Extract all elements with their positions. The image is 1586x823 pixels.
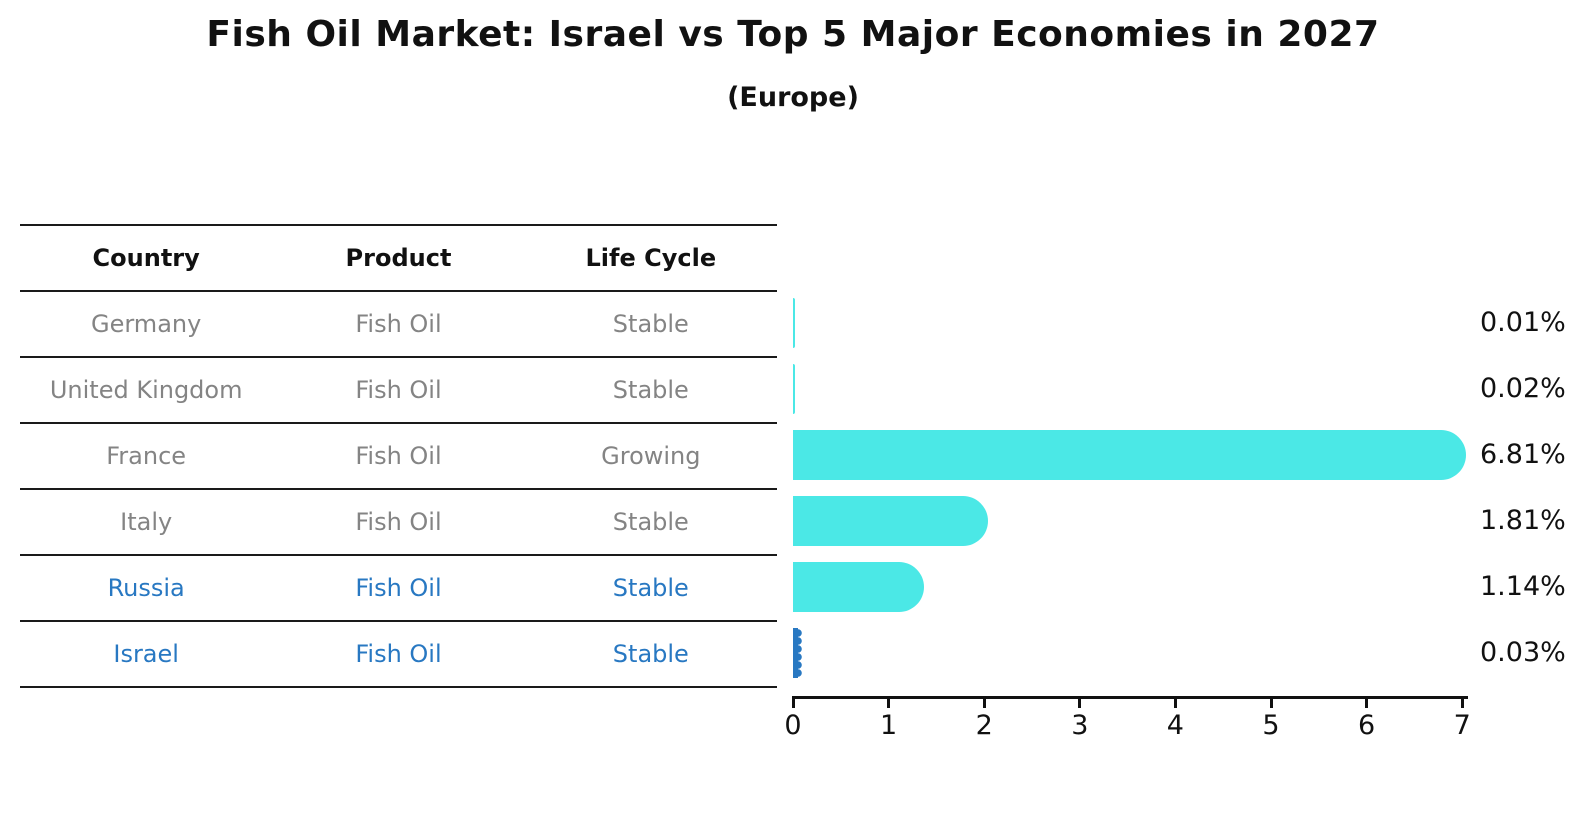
- x-tick-label: 1: [880, 710, 898, 741]
- value-label-russia: 1.14%: [1480, 571, 1566, 602]
- x-tick-label: 6: [1358, 710, 1376, 741]
- table-row-italy: Italy Fish Oil Stable: [20, 488, 777, 554]
- table-cell-product: Fish Oil: [355, 574, 442, 602]
- table-cell-product: Fish Oil: [355, 310, 442, 338]
- x-tick: [887, 699, 891, 708]
- table-cell-product: Fish Oil: [355, 376, 442, 404]
- x-tick: [1173, 699, 1177, 708]
- value-label-united-kingdom: 0.02%: [1480, 373, 1566, 404]
- x-tick: [982, 699, 986, 708]
- table-row-germany: Germany Fish Oil Stable: [20, 290, 777, 356]
- value-label-france: 6.81%: [1480, 439, 1566, 470]
- table-row-france: France Fish Oil Growing: [20, 422, 777, 488]
- table-cell-country: United Kingdom: [49, 376, 243, 404]
- table-cell-country: Israel: [113, 640, 179, 668]
- table-header-row: Country Product Life Cycle: [20, 224, 777, 290]
- table-cell-life_cycle: Stable: [612, 640, 689, 668]
- x-tick-label: 3: [1071, 710, 1089, 741]
- x-tick-label: 0: [784, 710, 802, 741]
- country-table: Country Product Life Cycle Germany Fish Oil S…: [20, 224, 777, 688]
- column-header-life-cycle: Life Cycle: [585, 244, 717, 272]
- bar-france: [793, 430, 1467, 480]
- table-row-united-kingdom: United Kingdom Fish Oil Stable: [20, 356, 777, 422]
- table-cell-life_cycle: Stable: [612, 574, 689, 602]
- table-cell-product: Fish Oil: [355, 442, 442, 470]
- x-tick-label: 7: [1453, 710, 1471, 741]
- x-tick-label: 4: [1166, 710, 1184, 741]
- x-tick: [1269, 699, 1273, 708]
- x-tick: [791, 699, 795, 708]
- table-cell-product: Fish Oil: [355, 508, 442, 536]
- table-cell-country: Italy: [120, 508, 173, 536]
- x-tick: [1460, 699, 1464, 708]
- table-cell-life_cycle: Growing: [601, 442, 701, 470]
- table-cell-life_cycle: Stable: [612, 310, 689, 338]
- chart-title: Fish Oil Market: Israel vs Top 5 Major E…: [206, 14, 1380, 55]
- table-cell-life_cycle: Stable: [612, 508, 689, 536]
- bar-plot-area: [793, 290, 1493, 687]
- table-cell-life_cycle: Stable: [612, 376, 689, 404]
- bar-united-kingdom: [793, 364, 795, 414]
- table-cell-country: France: [106, 442, 187, 470]
- bar-italy: [793, 496, 989, 546]
- column-header-product: Product: [345, 244, 452, 272]
- column-header-country: Country: [92, 244, 200, 272]
- x-tick: [1365, 699, 1369, 708]
- x-tick-label: 5: [1262, 710, 1280, 741]
- chart-subtitle: (Europe): [727, 82, 859, 113]
- table-cell-country: Russia: [107, 574, 185, 602]
- x-tick-label: 2: [975, 710, 993, 741]
- bar-russia: [793, 562, 924, 612]
- table-cell-country: Germany: [91, 310, 202, 338]
- value-label-germany: 0.01%: [1480, 307, 1566, 338]
- bar-germany: [793, 298, 795, 348]
- value-label-italy: 1.81%: [1480, 505, 1566, 536]
- table-cell-product: Fish Oil: [355, 640, 442, 668]
- value-label-israel: 0.03%: [1480, 637, 1566, 668]
- table-row-israel: Israel Fish Oil Stable: [20, 620, 777, 686]
- bar-israel: [793, 628, 803, 678]
- x-axis-line: [792, 696, 1468, 699]
- x-tick: [1078, 699, 1082, 708]
- table-row-russia: Russia Fish Oil Stable: [20, 554, 777, 620]
